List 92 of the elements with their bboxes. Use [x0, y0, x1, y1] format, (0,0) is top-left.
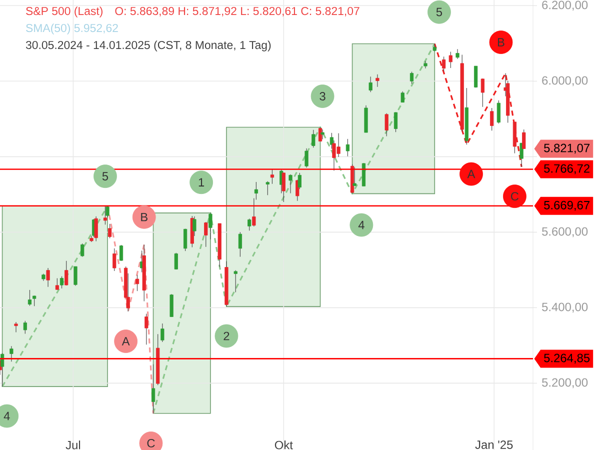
candlestick: [448, 51, 452, 68]
candlestick: [270, 168, 274, 184]
candlestick: [410, 71, 414, 84]
annotation: 1: [198, 178, 204, 186]
candlestick: [522, 129, 526, 150]
annotation: 5: [436, 8, 442, 16]
point: [310, 84, 334, 108]
candlestick: [252, 198, 256, 227]
candlestick: [208, 212, 212, 240]
candlestick: [183, 228, 188, 252]
point: [428, 0, 451, 24]
annotation: 5.821,07: [544, 144, 590, 154]
y-tick-label: 5.200,00: [542, 378, 588, 388]
candlestick: [108, 224, 112, 239]
candlestick: [23, 320, 27, 334]
candlestick: [376, 74, 380, 88]
annotation: SMA(50) 5.952,62: [26, 24, 118, 34]
annotation: 5: [102, 172, 108, 180]
annotation: 2: [224, 332, 230, 340]
candlestick: [490, 108, 494, 131]
candlestick: [174, 252, 178, 270]
candlestick: [119, 244, 124, 262]
candlestick: [74, 266, 78, 286]
annotation: B: [141, 212, 148, 222]
candlestick: [248, 218, 252, 231]
candlestick: [28, 290, 32, 306]
candlestick: [480, 78, 484, 108]
candlestick: [474, 66, 478, 88]
annotation: 3: [320, 92, 326, 100]
annotation: B: [498, 38, 504, 46]
annotation: A: [467, 170, 476, 178]
candlestick: [55, 278, 59, 290]
candlestick: [238, 232, 242, 258]
candlestick: [14, 322, 18, 333]
candlestick: [394, 112, 398, 132]
candlestick: [400, 91, 404, 103]
candlestick: [368, 76, 372, 92]
annotation: O: 5.863,89 H: 5.871,92 L: 5.820,61 C: 5.821,07: [115, 6, 360, 16]
candlestick: [60, 276, 64, 289]
candlestick: [312, 130, 316, 148]
point: [190, 170, 214, 194]
candlestick: [362, 162, 366, 186]
point: [214, 324, 238, 348]
y-tick-label: 5.600,00: [542, 227, 588, 238]
candlestick: [64, 260, 68, 286]
annotation: A: [122, 337, 130, 346]
ref-line-label: 5.766,72: [544, 164, 590, 174]
candlestick: [144, 313, 148, 345]
y-tick-label: 6.200,00: [542, 0, 588, 11]
candlestick: [318, 126, 322, 142]
annotation: 4: [358, 220, 364, 230]
point: [489, 30, 513, 54]
candlestick: [424, 60, 428, 69]
candlestick: [204, 222, 208, 248]
x-tick-label: Jan '25: [475, 440, 513, 449]
y-tick-label: 6.000,00: [542, 76, 588, 86]
candlestick: [384, 112, 388, 137]
candlestick: [170, 294, 174, 318]
ref-line-label: 5.669,67: [544, 200, 590, 211]
text: S&P 500 (Last): [26, 6, 102, 18]
candlestick: [456, 48, 460, 60]
line-series: [152, 42, 436, 414]
candlestick: [496, 100, 500, 124]
candlestick: [320, 129, 324, 140]
candlestick: [32, 295, 36, 306]
candlestick: [346, 138, 350, 157]
annotation: C: [147, 438, 155, 448]
candlestick: [288, 174, 292, 194]
candlestick: [160, 323, 164, 342]
candlestick: [80, 243, 84, 258]
annotation: C: [511, 192, 519, 201]
ref-line-label: 5.264,85: [544, 354, 590, 364]
candlestick: [442, 56, 446, 72]
y-tick-label: 5.400,00: [542, 302, 588, 313]
candlestick: [352, 166, 356, 186]
candlestick: [234, 270, 238, 292]
x-tick-label: Jul: [66, 440, 80, 450]
candlestick: [254, 182, 258, 200]
text: 30.05.2024 - 14.01.2025 (CST, 8 Monate, 1 Tag): [26, 40, 271, 52]
candlestick: [46, 268, 50, 288]
x-tick-label: Okt: [274, 440, 293, 450]
point: [132, 205, 156, 229]
candlestick: [266, 180, 270, 196]
candlestick: [304, 148, 308, 168]
candlestick: [151, 364, 156, 414]
candlestick: [282, 172, 286, 202]
candlestick: [94, 216, 98, 242]
candlestick: [10, 346, 14, 362]
candlestick: [112, 248, 116, 272]
point: [94, 164, 117, 188]
candlestick: [135, 274, 140, 292]
annotation: 4: [4, 412, 10, 420]
